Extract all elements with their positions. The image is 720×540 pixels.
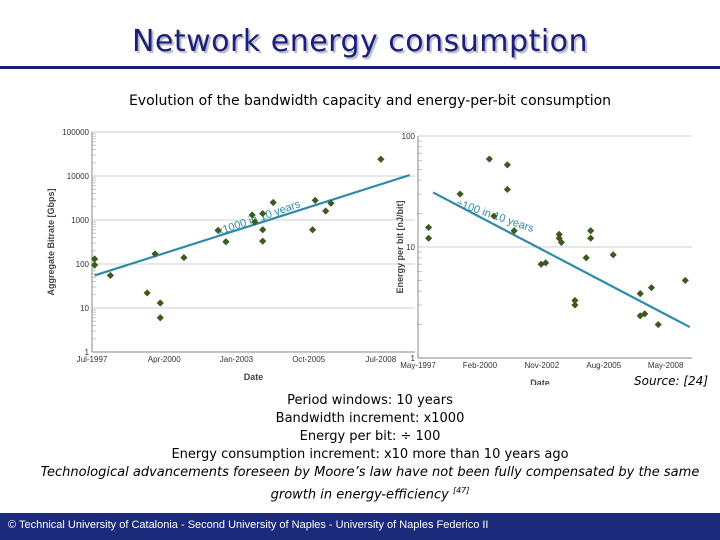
- data-point: [259, 237, 267, 245]
- footer-bar: © Technical University of Catalonia - Se…: [0, 513, 720, 540]
- data-point: [248, 211, 256, 219]
- data-point: [555, 230, 563, 238]
- data-point: [537, 260, 545, 268]
- x-tick-label: Jan-2003: [220, 355, 254, 364]
- data-point: [156, 299, 164, 307]
- data-point: [251, 218, 259, 226]
- y-axis-title: Aggregate Bitrate [Gbps]: [46, 188, 56, 295]
- trend-line: [94, 174, 411, 277]
- data-point: [91, 261, 99, 269]
- data-point: [259, 226, 267, 234]
- data-point: [587, 234, 595, 242]
- y-tick-label: 100: [402, 132, 416, 141]
- y-tick-label: 10: [80, 304, 89, 313]
- energy-per-bit-chart: 1 10 100 May-1997 Feb-2000 Nov-2002 Aug-2005 Ma…: [395, 132, 692, 385]
- data-point: [647, 284, 656, 292]
- x-tick-label: May-1997: [400, 361, 436, 370]
- data-point: [587, 227, 595, 235]
- summary-line-energy-consumption: Energy consumption increment: x10 more t…: [171, 447, 569, 462]
- y-tick-label: 10: [406, 243, 415, 252]
- y-tick-label: 10000: [67, 172, 90, 181]
- x-tick-label: Oct-2005: [292, 355, 325, 364]
- data-point: [456, 190, 464, 198]
- x-tick-label: Aug-2005: [586, 361, 621, 370]
- bitrate-chart: 1 10 100 1000 10000 100000 Jul-1997 Apr-2000 Jan…: [46, 128, 415, 382]
- title-underline: [0, 66, 720, 69]
- data-point: [571, 296, 579, 305]
- slide-subtitle: Evolution of the bandwidth capacity and …: [128, 93, 612, 109]
- data-point: [485, 155, 493, 163]
- summary-line-bandwidth: Bandwidth increment: x1000: [275, 411, 465, 426]
- data-point: [636, 290, 644, 298]
- x-tick-label: May-2008: [648, 361, 684, 370]
- data-point: [143, 289, 151, 297]
- trend-line: [432, 191, 691, 329]
- charts-figure: 1 10 100 1000 10000 100000 Jul-1997 Apr-2000 Jan…: [46, 128, 692, 385]
- y-axis-title: Energy per bit [nJ/bit]: [395, 200, 405, 293]
- trend-annotation: x1000 in 10 years: [216, 198, 302, 238]
- summary-line-energy-per-bit: Energy per bit: ÷ 100: [299, 429, 441, 444]
- data-point: [681, 276, 689, 285]
- data-point: [214, 226, 222, 235]
- y-tick-label: 1: [411, 354, 416, 363]
- data-point: [609, 251, 617, 259]
- data-point: [424, 223, 433, 232]
- slide-title: Network energy consumption: [131, 24, 589, 59]
- x-tick-label: Jul-1997: [77, 355, 108, 364]
- x-tick-label: Feb-2000: [463, 361, 498, 370]
- reference-mark: [47]: [452, 486, 470, 495]
- data-point: [503, 185, 511, 194]
- data-point: [156, 314, 164, 322]
- summary-line-period: Period windows: 10 years: [287, 393, 453, 408]
- data-point: [503, 161, 511, 169]
- data-point: [311, 196, 319, 204]
- data-point: [322, 207, 330, 215]
- x-tick-label: Nov-2002: [524, 361, 559, 370]
- data-point: [180, 253, 188, 262]
- y-tick-label: 100000: [62, 128, 89, 137]
- moores-law-text: Technological advancements foreseen by M…: [40, 465, 700, 503]
- data-point: [542, 259, 550, 267]
- summary-text: Period windows: 10 years Bandwidth incre…: [40, 392, 700, 504]
- source-note: Source: [24]: [634, 374, 708, 388]
- data-point: [641, 310, 649, 318]
- data-point: [510, 227, 518, 235]
- data-point: [490, 212, 498, 220]
- y-tick-label: 1000: [71, 216, 89, 225]
- data-point: [571, 301, 579, 309]
- data-point: [151, 250, 159, 258]
- data-point: [269, 198, 277, 207]
- y-tick-label: 100: [76, 260, 90, 269]
- x-tick-label: Apr-2000: [148, 355, 181, 364]
- data-point: [106, 271, 114, 280]
- footer-text: © Technical University of Catalonia - Se…: [8, 519, 489, 531]
- data-point: [424, 234, 433, 242]
- data-point: [222, 238, 230, 246]
- x-axis-title: Date: [244, 372, 264, 382]
- x-axis-title: Date: [530, 378, 550, 385]
- data-point: [377, 155, 385, 163]
- x-tick-label: Jul-2008: [366, 355, 397, 364]
- data-point: [308, 226, 317, 234]
- data-point: [654, 320, 662, 329]
- data-point: [582, 254, 590, 262]
- summary-line-moores-law: Technological advancements foreseen by M…: [40, 464, 700, 504]
- y-tick-label: 1: [85, 348, 90, 357]
